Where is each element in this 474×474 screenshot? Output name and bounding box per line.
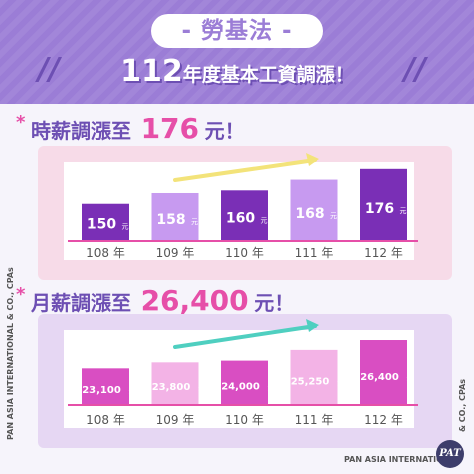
category-label-2: 110 年 (225, 413, 264, 427)
data-label-4: 176 (365, 201, 394, 217)
category-label-0: 108 年 (86, 413, 125, 427)
section-unit: 元！ (204, 119, 245, 143)
section-label: 月薪調漲至 (31, 291, 131, 315)
section-unit: 元！ (254, 291, 295, 315)
unit-label-2: 元 (261, 217, 268, 225)
data-label-1: 23,800 (152, 382, 191, 393)
title-pill (151, 14, 323, 48)
bar-4 (360, 340, 407, 404)
category-label-4: 112 年 (364, 413, 403, 427)
firm-name-vertical: PAN ASIA INTERNATIONAL & CO., CPAs (6, 267, 15, 440)
bar-1 (151, 362, 199, 404)
data-label-3: 168 (295, 206, 324, 222)
bar-2 (221, 360, 268, 404)
bar-1 (151, 192, 199, 240)
star-icon: * (16, 284, 26, 305)
data-label-2: 160 (226, 211, 255, 227)
title-pill-text: - 勞基法 - (181, 18, 293, 44)
data-label-0: 23,100 (82, 385, 121, 396)
category-label-2: 110 年 (225, 246, 264, 260)
headline: 112年度基本工資調漲！ (60, 54, 414, 94)
footer-firm-name: PAN ASIA INTERNATIONAL (344, 455, 461, 464)
bar-0 (82, 203, 129, 240)
trend-arrow-head (306, 319, 319, 332)
section-amount: 26,400 (140, 284, 249, 317)
section-label: 時薪調漲至 (31, 119, 131, 143)
trend-arrow (173, 324, 317, 349)
trend-arrow-head (306, 153, 319, 166)
unit-label-3: 元 (330, 212, 337, 220)
trend-arrow (173, 158, 317, 182)
unit-label-4: 元 (400, 207, 407, 215)
unit-label-0: 元 (122, 223, 129, 231)
bar-2 (221, 190, 268, 240)
headline-number: 112 (120, 54, 183, 89)
section-title-hourly: * 時薪調漲至 176 元！ (16, 112, 245, 146)
section-amount: 176 (140, 112, 200, 145)
slash-right: // (404, 52, 426, 87)
bar-3 (290, 349, 338, 404)
slash-left: // (38, 52, 60, 87)
headline-text: 年度基本工資調漲！ (182, 64, 354, 86)
data-label-3: 25,250 (291, 377, 330, 388)
firm-logo (436, 440, 464, 468)
firm-logo-text: PAT (439, 448, 461, 459)
bar-0 (82, 368, 129, 404)
data-label-1: 158 (156, 212, 185, 228)
unit-label-4: 元 (407, 374, 414, 382)
unit-label-1: 元 (191, 218, 198, 226)
category-label-1: 109 年 (156, 246, 195, 260)
category-label-3: 111 年 (295, 246, 334, 260)
unit-label-0: 元 (129, 387, 136, 395)
unit-label-1: 元 (198, 384, 205, 392)
data-label-4: 26,400 (360, 372, 399, 383)
unit-label-2: 元 (268, 383, 275, 391)
unit-label-3: 元 (337, 379, 344, 387)
bar-4 (360, 168, 407, 240)
firm-suffix-vertical: & CO., CPAs (458, 378, 467, 432)
section-title-monthly: * 月薪調漲至 26,400 元！ (16, 284, 294, 318)
bar-3 (290, 179, 338, 240)
star-icon: * (16, 112, 26, 133)
category-label-3: 111 年 (295, 413, 334, 427)
category-label-0: 108 年 (86, 246, 125, 260)
category-label-4: 112 年 (364, 246, 403, 260)
data-label-0: 150 (87, 217, 116, 233)
category-label-1: 109 年 (156, 413, 195, 427)
data-label-2: 24,000 (221, 381, 260, 392)
